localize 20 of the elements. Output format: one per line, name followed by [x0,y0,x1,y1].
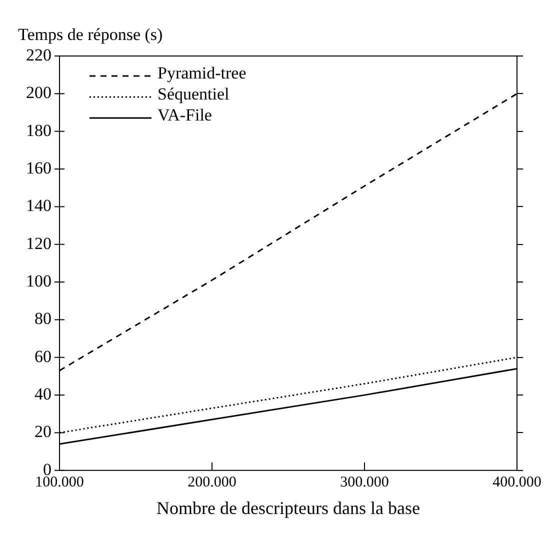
legend-label: Séquentiel [158,84,230,104]
y-tick-label: 160 [26,158,52,178]
y-tick-label: 20 [34,422,52,442]
legend-label: Pyramid-tree [158,63,246,82]
x-tick-label: 300.000 [340,474,389,490]
y-axis-title: Temps de réponse (s) [18,24,163,44]
y-tick-label: 180 [26,120,52,140]
x-axis-title: Nombre de descripteurs dans la base [156,498,420,518]
y-tick-label: 60 [34,346,52,366]
y-tick-label: 120 [26,234,52,253]
y-tick-label: 220 [26,45,52,64]
y-tick-label: 100 [26,272,52,291]
y-tick-label: 140 [26,196,52,216]
y-tick-label: 80 [34,309,52,328]
y-tick-label: 40 [34,384,52,404]
x-tick-label: 100.000 [35,474,84,490]
x-tick-label: 200.000 [188,474,236,490]
x-tick-label: 400.000 [492,474,542,490]
y-tick-label: 200 [26,83,52,102]
legend-label: VA-File [158,105,212,124]
